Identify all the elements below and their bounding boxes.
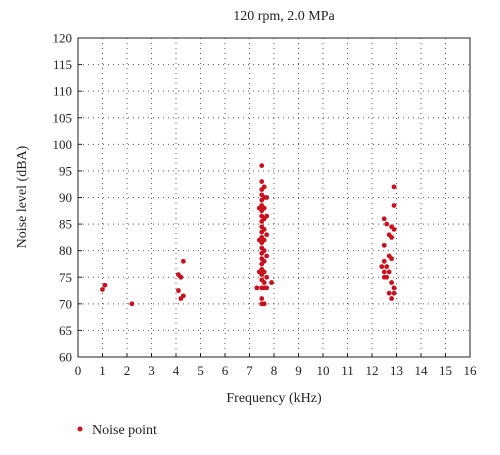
y-tick-label: 65: [59, 323, 72, 338]
noise-point: [100, 287, 105, 292]
x-tick-label: 3: [148, 363, 155, 378]
y-tick-label: 85: [59, 217, 72, 232]
noise-point: [178, 274, 184, 280]
noise-point: [261, 280, 267, 285]
noise-point: [256, 237, 262, 243]
x-tick-label: 2: [124, 363, 131, 378]
noise-point: [254, 285, 260, 291]
y-axis-label: Noise level (dBA): [15, 145, 30, 248]
noise-point: [261, 301, 267, 307]
noise-point: [379, 264, 385, 270]
noise-point: [180, 258, 186, 264]
y-tick-label: 80: [59, 243, 72, 258]
noise-point: [381, 269, 387, 275]
noise-point: [129, 301, 135, 307]
noise-point: [264, 213, 270, 219]
y-tick-label: 70: [59, 296, 72, 311]
noise-point: [384, 264, 390, 270]
y-tick-label: 90: [59, 190, 72, 205]
noise-point: [381, 258, 387, 264]
x-tick-label: 13: [390, 363, 403, 378]
x-tick-label: 16: [464, 363, 478, 378]
x-tick-label: 8: [271, 363, 278, 378]
x-tick-label: 5: [197, 363, 204, 378]
x-tick-label: 7: [246, 363, 253, 378]
noise-point: [381, 242, 387, 248]
y-tick-label: 110: [53, 84, 72, 99]
y-tick-label: 95: [59, 163, 72, 178]
legend-label: Noise point: [92, 423, 157, 438]
noise-point: [389, 234, 394, 240]
legend: Noise point: [77, 423, 157, 438]
ticks-layer: 0 1 2 3 4 5 6 7 8 9 10 11 12 13 14 15 166065707580859095…: [53, 31, 478, 379]
noise-point: [391, 227, 397, 232]
noise-point: [386, 269, 392, 275]
noise-point: [384, 221, 390, 227]
noise-point: [386, 290, 392, 296]
noise-point: [176, 288, 181, 293]
noise-point: [102, 282, 108, 288]
x-tick-label: 1: [99, 363, 106, 378]
noise-point: [264, 285, 270, 291]
noise-point: [391, 203, 397, 208]
x-tick-label: 12: [366, 363, 379, 378]
noise-point: [261, 227, 267, 232]
data-points: [100, 163, 397, 307]
noise-point: [269, 280, 274, 285]
noise-point: [261, 258, 267, 264]
x-axis-label: Frequency (kHz): [226, 391, 322, 406]
noise-point: [261, 269, 267, 275]
noise-point: [389, 296, 394, 301]
noise-point: [384, 274, 390, 280]
legend-marker: [77, 426, 83, 432]
y-tick-label: 120: [53, 31, 73, 46]
x-tick-label: 10: [317, 363, 330, 378]
noise-point: [389, 256, 394, 262]
plot-frame: [77, 37, 471, 358]
noise-point: [389, 280, 394, 285]
noise-point: [256, 205, 262, 211]
noise-point: [391, 290, 397, 296]
y-tick-label: 100: [53, 137, 73, 152]
x-tick-label: 6: [222, 363, 229, 378]
noise-point: [264, 274, 270, 280]
x-tick-label: 4: [173, 363, 180, 378]
y-tick-label: 75: [59, 270, 72, 285]
x-tick-label: 15: [439, 363, 452, 378]
noise-point: [264, 253, 270, 259]
noise-point: [261, 184, 267, 190]
x-tick-label: 14: [415, 363, 429, 378]
noise-point: [391, 184, 397, 190]
noise-point: [261, 248, 267, 254]
noise-point: [261, 205, 267, 211]
x-tick-label: 0: [75, 363, 82, 378]
y-tick-label: 115: [53, 57, 72, 72]
noise-point: [259, 179, 265, 184]
noise-point: [264, 195, 270, 200]
y-tick-label: 105: [53, 110, 73, 125]
noise-point: [261, 237, 267, 243]
x-tick-label: 9: [295, 363, 302, 378]
x-tick-label: 11: [341, 363, 354, 378]
noise-point: [259, 296, 265, 301]
noise-point: [180, 293, 186, 299]
noise-point: [391, 285, 397, 291]
noise-point: [259, 163, 265, 169]
chart-title: 120 rpm, 2.0 MPa: [233, 9, 335, 24]
y-tick-label: 60: [59, 350, 72, 365]
noise-point: [256, 269, 262, 275]
noise-point: [264, 232, 270, 238]
grid-layer: [78, 38, 470, 357]
noise-point: [381, 216, 387, 222]
